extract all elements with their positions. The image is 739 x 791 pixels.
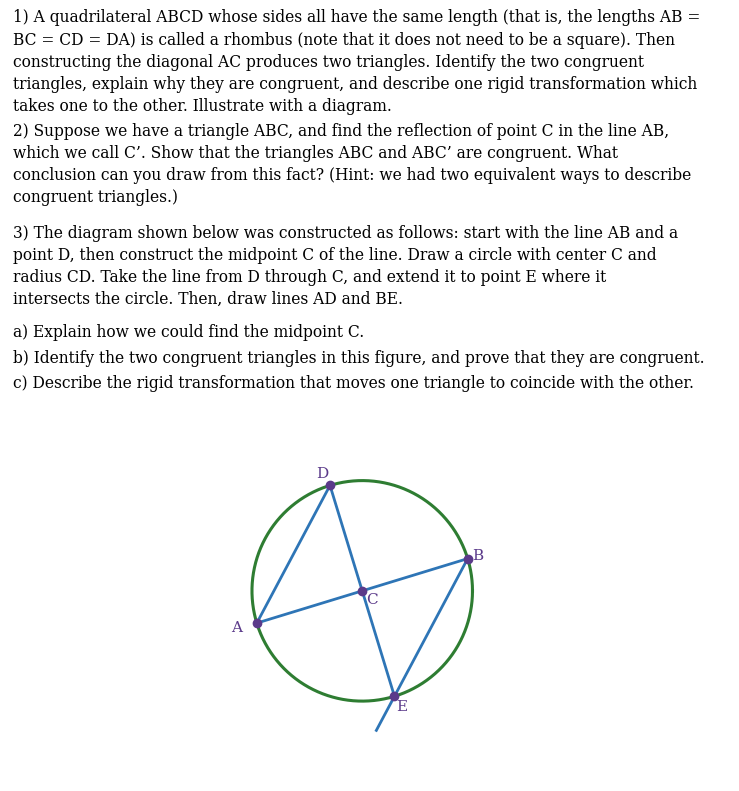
Text: D: D — [316, 467, 328, 482]
Text: c) Describe the rigid transformation that moves one triangle to coincide with th: c) Describe the rigid transformation tha… — [13, 375, 695, 392]
Text: B: B — [472, 550, 483, 563]
Text: C: C — [367, 592, 378, 607]
Text: 2) Suppose we have a triangle ABC, and find the reflection of point C in the lin: 2) Suppose we have a triangle ABC, and f… — [13, 123, 692, 206]
Text: b) Identify the two congruent triangles in this figure, and prove that they are : b) Identify the two congruent triangles … — [13, 350, 705, 366]
Text: 1) A quadrilateral ABCD whose sides all have the same length (that is, the lengt: 1) A quadrilateral ABCD whose sides all … — [13, 9, 701, 115]
Text: 3) The diagram shown below was constructed as follows: start with the line AB an: 3) The diagram shown below was construct… — [13, 225, 678, 308]
Text: A: A — [231, 620, 242, 634]
Text: a) Explain how we could find the midpoint C.: a) Explain how we could find the midpoin… — [13, 324, 364, 341]
Text: E: E — [397, 700, 408, 714]
